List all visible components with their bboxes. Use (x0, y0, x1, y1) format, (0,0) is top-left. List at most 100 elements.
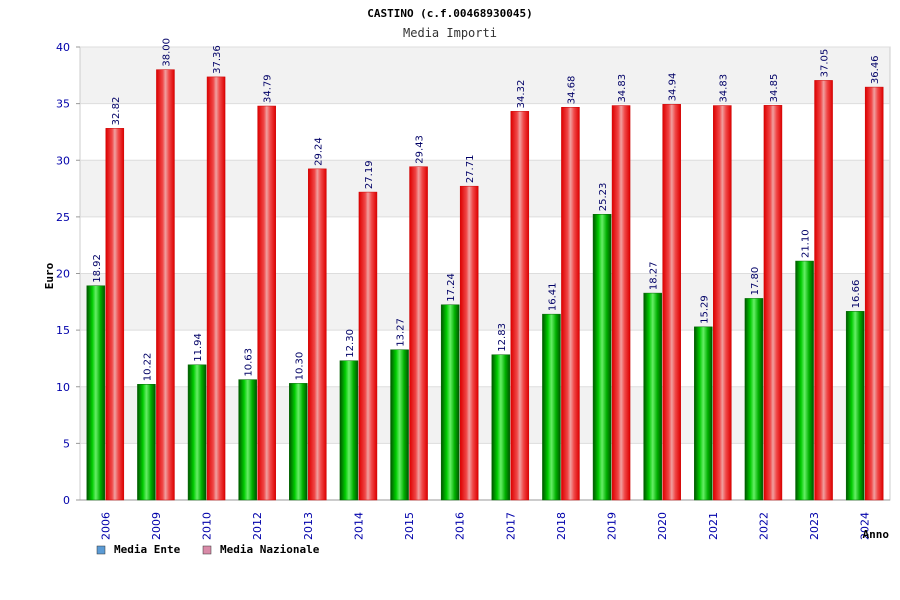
bar-media-nazionale-2018 (561, 106, 580, 501)
data-label: 13.27 (396, 318, 407, 347)
bar-media-ente-2009 (137, 384, 156, 501)
legend: Media Ente Media Nazionale (96, 543, 320, 556)
bar-media-ente-2023 (795, 260, 814, 501)
bars (86, 69, 884, 501)
bar-media-ente-2006 (86, 285, 106, 501)
data-label: 29.43 (415, 135, 426, 164)
y-tick-label: 35 (56, 98, 70, 111)
chart-title: CASTINO (c.f.00468930045) (367, 7, 533, 20)
x-tick-label: 2014 (352, 512, 365, 540)
data-label: 34.32 (516, 80, 527, 109)
data-label: 37.05 (820, 49, 831, 78)
bar-media-ente-2012 (238, 379, 257, 501)
legend-label-media-ente: Media Ente (114, 543, 181, 556)
bar-media-nazionale-2009 (156, 69, 175, 501)
bar-media-ente-2018 (542, 313, 561, 501)
x-tick-label: 2023 (808, 512, 821, 540)
x-tick-label: 2010 (201, 512, 214, 540)
bar-media-ente-2010 (187, 364, 207, 501)
bar-media-ente-2015 (390, 349, 409, 501)
data-labels: 18.92 32.82 10.22 38.00 11.94 37.36 10.63 34.79… (92, 38, 881, 381)
data-label: 10.63 (244, 348, 255, 377)
bar-media-nazionale-2017 (510, 111, 530, 501)
data-label: 38.00 (161, 38, 172, 67)
x-tick-label: 2006 (99, 512, 112, 540)
x-tick-label: 2018 (555, 512, 568, 540)
data-label: 16.66 (851, 280, 862, 309)
y-tick-label: 0 (63, 494, 70, 507)
bar-media-nazionale-2015 (409, 166, 428, 501)
x-tick-label: 2024 (859, 512, 872, 540)
bar-media-ente-2017 (491, 354, 511, 501)
data-label: 34.83 (617, 74, 628, 103)
y-tick-label: 5 (63, 437, 70, 450)
data-label: 36.46 (870, 55, 881, 84)
data-label: 37.36 (212, 45, 223, 74)
data-label: 11.94 (193, 333, 204, 362)
data-label: 21.10 (801, 229, 812, 258)
bar-media-ente-2016 (440, 304, 460, 501)
bar-media-ente-2013 (289, 383, 308, 501)
data-label: 17.80 (750, 267, 761, 296)
bar-media-nazionale-2013 (308, 168, 327, 501)
data-label: 10.30 (294, 352, 305, 381)
bar-media-nazionale-2022 (763, 105, 783, 501)
data-label: 29.24 (313, 137, 324, 166)
data-label: 12.30 (345, 329, 356, 358)
x-axis-label: Anno (863, 528, 890, 541)
x-axis-ticks: 2006 2009 2010 2012 2013 2014 2015 2016 2017 2018… (99, 512, 871, 540)
bar-media-nazionale-2016 (459, 185, 479, 501)
data-label: 32.82 (111, 97, 122, 126)
x-tick-label: 2012 (251, 512, 264, 540)
y-tick-label: 10 (56, 381, 70, 394)
bar-media-ente-2021 (694, 326, 713, 501)
data-label: 34.79 (263, 74, 274, 103)
x-tick-label: 2020 (656, 512, 669, 540)
data-label: 10.22 (142, 353, 153, 382)
data-label: 18.27 (649, 261, 660, 290)
bar-media-nazionale-2024 (864, 86, 884, 501)
bar-media-nazionale-2012 (257, 105, 276, 501)
y-tick-label: 30 (56, 154, 70, 167)
legend-label-media-nazionale: Media Nazionale (220, 543, 320, 556)
bar-media-nazionale-2014 (358, 191, 378, 501)
data-label: 18.92 (92, 254, 103, 283)
legend-swatch-media-ente (96, 545, 106, 555)
data-label: 27.71 (465, 155, 476, 184)
x-tick-label: 2016 (454, 512, 467, 540)
bar-media-ente-2024 (845, 311, 865, 501)
y-tick-label: 20 (56, 268, 70, 281)
x-tick-label: 2019 (606, 512, 619, 540)
y-axis-ticks: 0 5 10 15 20 25 30 35 40 (56, 41, 70, 507)
y-tick-label: 15 (56, 324, 70, 337)
y-axis-label: Euro (43, 262, 56, 289)
x-tick-label: 2022 (757, 512, 770, 540)
data-label: 15.29 (699, 295, 710, 324)
data-label: 34.94 (668, 73, 679, 102)
x-tick-label: 2009 (150, 512, 163, 540)
data-label: 25.23 (598, 183, 609, 212)
x-tick-label: 2017 (504, 512, 517, 540)
bar-media-nazionale-2019 (611, 105, 631, 501)
legend-swatch-media-nazionale (202, 545, 212, 555)
data-label: 12.83 (497, 323, 508, 352)
x-tick-label: 2015 (403, 512, 416, 540)
bar-media-nazionale-2010 (206, 76, 226, 501)
chart-subtitle: Media Importi (403, 26, 497, 40)
data-label: 34.85 (769, 74, 780, 103)
data-label: 34.83 (718, 74, 729, 103)
bar-media-nazionale-2023 (814, 80, 833, 501)
bar-media-ente-2014 (339, 360, 359, 501)
bar-media-nazionale-2021 (713, 105, 732, 501)
data-label: 27.19 (364, 160, 375, 189)
data-label: 17.24 (446, 273, 457, 302)
x-tick-label: 2021 (707, 512, 720, 540)
bar-media-ente-2019 (592, 214, 612, 501)
y-tick-label: 40 (56, 41, 70, 54)
bar-media-nazionale-2006 (105, 128, 125, 501)
data-label: 16.41 (547, 283, 558, 312)
y-tick-label: 25 (56, 211, 70, 224)
bar-media-ente-2020 (643, 292, 662, 501)
x-tick-label: 2013 (302, 512, 315, 540)
